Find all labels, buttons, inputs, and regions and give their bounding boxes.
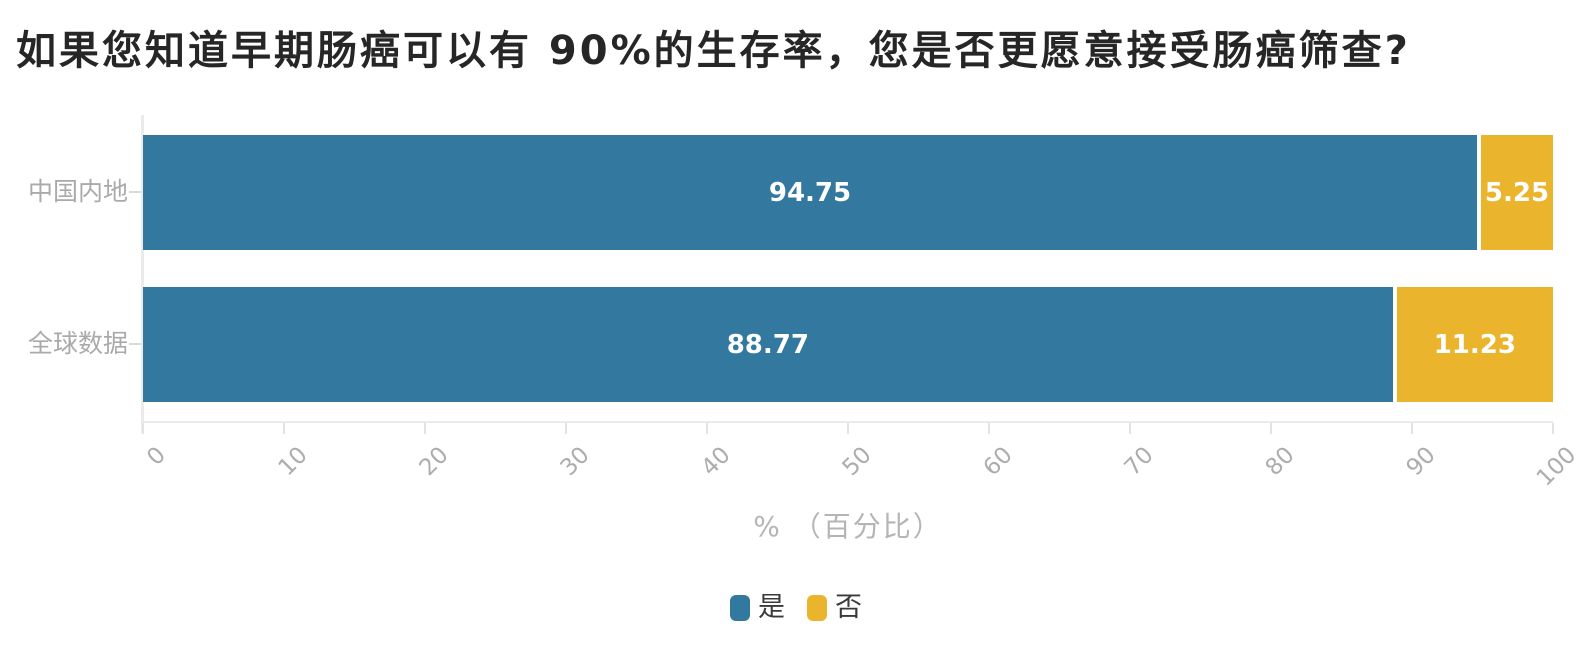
x-axis-tick-label: 60 <box>978 442 1018 482</box>
legend-swatch <box>807 595 827 621</box>
x-axis-tick-mark <box>142 423 144 434</box>
plot-area: 94.75 5.25 88.77 11.23 0 10 20 30 40 50 60 70 80 90 1… <box>141 115 1581 491</box>
legend-item-否[interactable]: 否 <box>807 592 862 624</box>
legend-swatch <box>730 595 750 621</box>
x-axis-tick-label: 90 <box>1401 442 1441 482</box>
x-axis-line <box>143 421 1553 423</box>
category-label: 全球数据 <box>27 329 128 358</box>
x-axis-tick-label: 70 <box>1119 442 1159 482</box>
x-axis-tick-label: 20 <box>414 442 454 482</box>
x-axis-tick-mark <box>847 423 849 434</box>
legend: 是否 <box>0 591 1592 625</box>
x-axis-tick-mark <box>1552 423 1554 434</box>
legend-item-是[interactable]: 是 <box>730 592 785 624</box>
chart-title: 如果您知道早期肠癌可以有 90%的生存率，您是否更愿意接受肠癌筛查? <box>16 28 1411 74</box>
bar-segment-否[interactable]: 5.25 <box>1480 135 1553 250</box>
bar-row: 88.77 11.23 <box>143 287 1553 402</box>
x-axis-tick-mark <box>1411 423 1413 434</box>
x-axis-tick-label: 30 <box>555 442 595 482</box>
bar-row: 94.75 5.25 <box>143 135 1553 250</box>
legend-label: 是 <box>758 592 785 623</box>
legend-label: 否 <box>835 592 862 623</box>
x-axis-tick-label: 10 <box>273 442 313 482</box>
x-axis-title: % （百分比） <box>753 510 943 543</box>
x-axis-tick-label: 50 <box>837 442 877 482</box>
x-axis-tick-mark <box>1129 423 1131 434</box>
bar-value-label: 88.77 <box>726 329 809 360</box>
x-axis-tick-mark <box>706 423 708 434</box>
bar-value-label: 11.23 <box>1433 329 1516 360</box>
x-axis-tick-mark <box>283 423 285 434</box>
y-axis-line <box>141 115 144 433</box>
bar-value-label: 5.25 <box>1484 177 1550 208</box>
category-tick-mark <box>129 343 143 345</box>
x-axis-tick-label: 40 <box>696 442 736 482</box>
x-axis-tick-label: 0 <box>142 442 172 471</box>
x-axis-tick-label: 80 <box>1260 442 1300 482</box>
category-tick-mark <box>129 191 143 193</box>
bar-segment-是[interactable]: 94.75 <box>143 135 1477 250</box>
category-label: 中国内地 <box>27 177 128 206</box>
bar-segment-是[interactable]: 88.77 <box>143 287 1393 402</box>
x-axis-tick-mark <box>1270 423 1272 434</box>
x-axis-tick-mark <box>424 423 426 434</box>
x-axis-tick-mark <box>565 423 567 434</box>
bar-value-label: 94.75 <box>768 177 852 208</box>
x-axis-tick-label: 100 <box>1531 442 1582 492</box>
bar-segment-否[interactable]: 11.23 <box>1396 287 1553 402</box>
x-axis-tick-mark <box>988 423 990 434</box>
